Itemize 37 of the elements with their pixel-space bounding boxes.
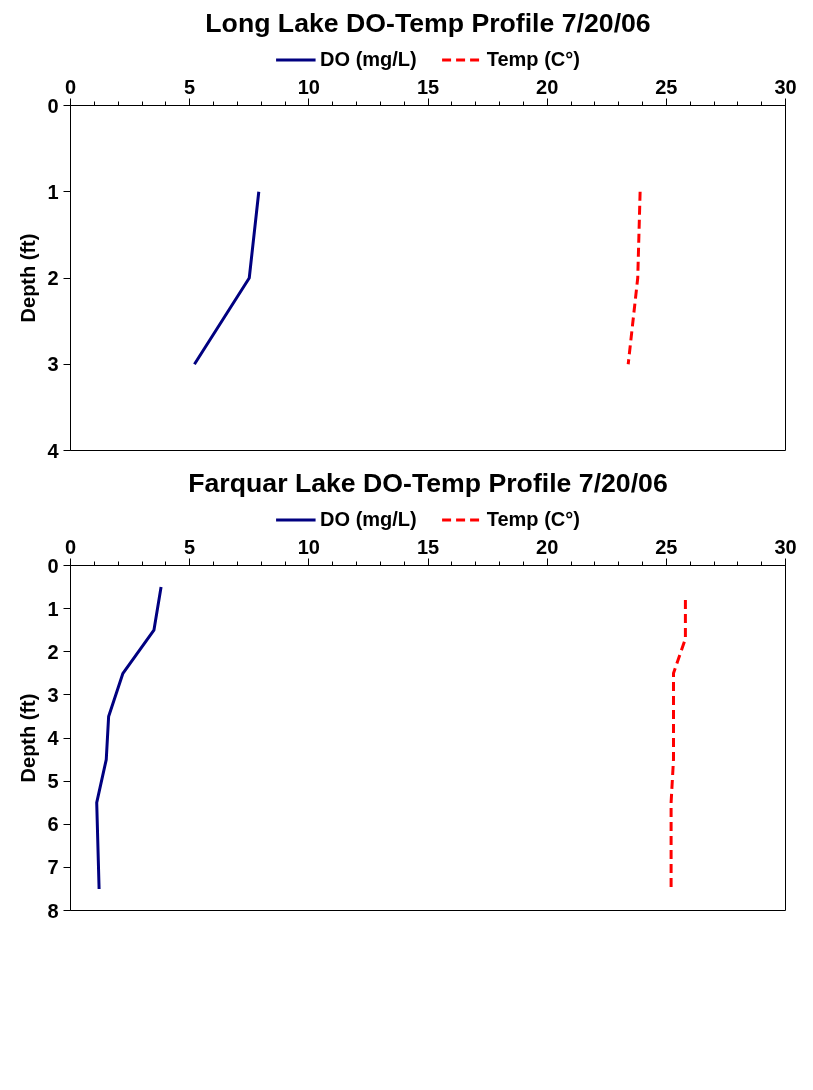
x-tick-label: 15 [416,535,440,558]
y-axis-title: Depth (ft) [17,233,40,323]
x-tick-label: 10 [297,75,320,98]
x-tick-label: 5 [184,75,196,98]
x-tick-label: 15 [416,75,440,98]
chart-title: Farquar Lake DO-Temp Profile 7/20/06 [188,467,668,498]
y-tick-label: 1 [47,597,59,620]
y-tick-label: 1 [47,180,59,203]
x-tick-label: 25 [655,75,678,98]
line-series [95,585,163,891]
x-tick-label: 30 [774,535,797,558]
chart-title: Long Lake DO-Temp Profile 7/20/06 [205,7,651,38]
x-tick-label: 5 [184,535,196,558]
y-tick-label: 6 [47,813,59,836]
y-tick-label: 8 [47,899,59,922]
x-tick-label: 30 [774,75,797,98]
legend-label: DO (mg/L) [320,507,417,531]
x-tick-label: 20 [536,535,559,558]
y-tick-label: 5 [47,770,59,793]
x-tick-label: 10 [297,535,320,558]
y-tick-label: 4 [47,727,60,749]
y-axis-title: Depth (ft) [17,693,40,783]
legend-label: DO (mg/L) [320,47,417,71]
x-tick-label: 0 [64,535,77,558]
y-tick-label: 7 [47,856,59,879]
y-tick-label: 0 [47,94,59,117]
x-tick-label: 25 [655,535,678,558]
y-tick-label: 4 [47,439,60,462]
x-tick-label: 0 [64,75,77,98]
y-tick-label: 3 [47,353,59,376]
y-tick-label: 0 [47,554,59,577]
legend-label: Temp (C°) [486,47,580,71]
y-tick-label: 2 [47,267,59,289]
legend-label: Temp (C°) [486,507,580,531]
x-tick-label: 20 [536,75,559,98]
y-tick-label: 2 [47,640,59,663]
y-tick-label: 3 [47,683,59,706]
